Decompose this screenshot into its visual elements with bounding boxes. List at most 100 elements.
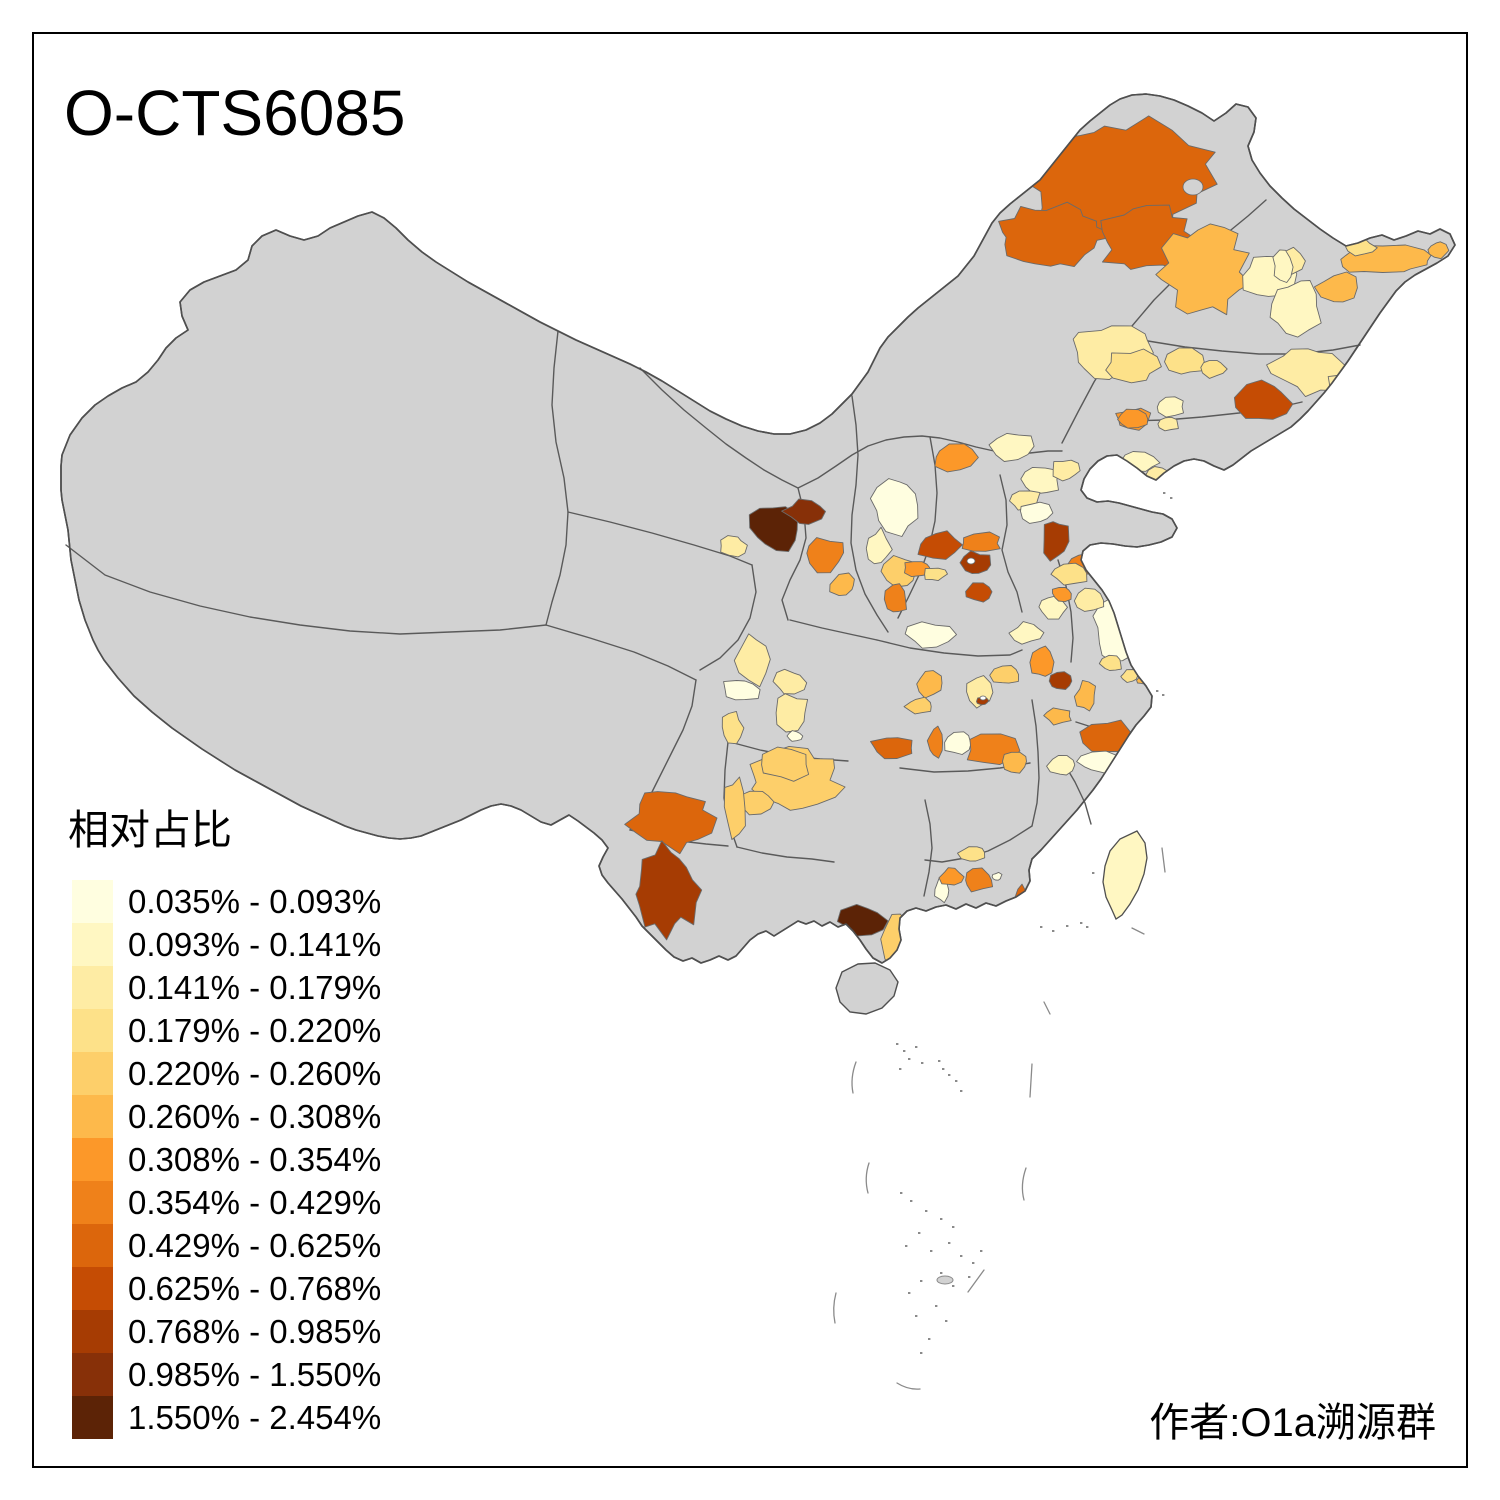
legend-label: 0.354% - 0.429%: [128, 1183, 382, 1221]
prefecture-region: [917, 530, 963, 560]
legend-row: 0.093% - 0.141%: [72, 923, 381, 966]
prefecture-region: [1164, 347, 1206, 375]
legend-swatch: [72, 923, 113, 966]
island-speck: [952, 1226, 955, 1228]
prefecture-region: [1155, 223, 1252, 316]
coastline: [60, 93, 1456, 964]
enclave-hole: [966, 557, 976, 565]
attribution-text: 作者:O1a溯源群: [1149, 1401, 1436, 1445]
island-speck: [925, 1210, 928, 1212]
prefecture-region: [869, 478, 919, 537]
prefecture-region: [1233, 379, 1294, 420]
prefecture-region: [1046, 754, 1076, 776]
island-speck: [1066, 925, 1069, 927]
prefecture-region: [1427, 241, 1450, 260]
island-speck: [952, 1285, 955, 1287]
legend-row: 0.141% - 0.179%: [72, 966, 381, 1009]
prefecture-region: [1073, 587, 1105, 612]
prefecture-region: [1156, 396, 1184, 418]
legend-row: 0.179% - 0.220%: [72, 1009, 381, 1052]
prefecture-region: [1002, 751, 1027, 774]
prefecture-region: [720, 535, 748, 558]
legend-swatch: [72, 1052, 113, 1095]
prefecture-region: [806, 537, 845, 574]
prefecture-region: [989, 665, 1020, 684]
legend-label: 0.093% - 0.141%: [128, 925, 382, 963]
legend-row: 1.550% - 2.454%: [72, 1396, 381, 1439]
legend-swatch: [72, 1224, 113, 1267]
island-speck: [908, 1058, 911, 1060]
prefecture-region: [829, 572, 855, 597]
prefecture-region: [1052, 459, 1081, 482]
legend-row: 0.308% - 0.354%: [72, 1138, 381, 1181]
prefecture-region: [924, 567, 948, 582]
island-speck: [940, 1272, 943, 1274]
island-speck: [948, 1074, 951, 1076]
island-speck: [1040, 926, 1043, 928]
prefecture-region: [883, 583, 907, 613]
prefecture-region: [870, 737, 913, 760]
plot-frame: [32, 32, 1468, 1468]
legend-label: 0.035% - 0.093%: [128, 882, 382, 920]
legend-label: 0.260% - 0.308%: [128, 1097, 382, 1135]
legend-swatch: [72, 1267, 113, 1310]
prefecture-region: [1043, 521, 1070, 562]
legend-swatch: [72, 1310, 113, 1353]
island-speck: [955, 1080, 958, 1082]
island-speck: [920, 1280, 923, 1282]
prefecture-region: [959, 550, 992, 574]
legend-label: 0.429% - 0.625%: [128, 1226, 382, 1264]
taiwan-island: [1102, 830, 1148, 920]
prefecture-region: [1020, 501, 1054, 524]
island-speck: [940, 1218, 943, 1220]
prefecture-region: [934, 443, 979, 473]
island-speck: [948, 1242, 951, 1244]
island-speck: [960, 1090, 963, 1092]
prefecture-region: [1087, 553, 1120, 573]
prefecture-region: [1200, 360, 1228, 379]
prefecture-region: [1051, 586, 1072, 603]
page-title: O-CTS6085: [64, 77, 406, 149]
island-speck: [899, 1068, 902, 1070]
prefecture-region: [772, 668, 808, 695]
island-speck: [1170, 497, 1173, 499]
prefecture-region: [781, 498, 826, 525]
prefecture-region: [635, 840, 703, 941]
enclave-hole: [979, 695, 987, 701]
legend-row: 0.354% - 0.429%: [72, 1181, 381, 1224]
legend-rows: 0.035% - 0.093% 0.093% - 0.141% 0.141% - 0…: [72, 880, 381, 1439]
legend-label: 0.985% - 1.550%: [128, 1355, 382, 1393]
island-speck: [1162, 694, 1165, 696]
island-speck: [972, 1262, 975, 1264]
legend-row: 0.429% - 0.625%: [72, 1224, 381, 1267]
island-speck: [960, 1255, 963, 1257]
legend-swatch: [72, 1095, 113, 1138]
hainan-island: [835, 962, 899, 1015]
enclave-hole: [1182, 178, 1204, 196]
legend-row: 0.260% - 0.308%: [72, 1095, 381, 1138]
legend-row: 0.768% - 0.985%: [72, 1310, 381, 1353]
prefecture-region: [761, 746, 810, 782]
prefecture-region: [1117, 408, 1149, 429]
prefecture-region: [903, 696, 932, 715]
map-legend: 相对占比 0.035% - 0.093% 0.093% - 0.141% 0.141…: [68, 796, 381, 1439]
prefecture-region: [991, 871, 1003, 881]
legend-swatch: [72, 1009, 113, 1052]
legend-title: 相对占比: [68, 807, 232, 853]
island-speck: [918, 1232, 921, 1234]
island-speck: [915, 1046, 918, 1048]
island-speck: [900, 1192, 903, 1194]
prefecture-region: [965, 582, 993, 603]
prefecture-region: [733, 633, 771, 688]
island-speck: [1092, 872, 1095, 874]
legend-row: 0.625% - 0.768%: [72, 1267, 381, 1310]
prefecture-region: [1008, 621, 1045, 645]
prefecture-region: [1272, 249, 1294, 283]
prefecture-region: [965, 867, 994, 893]
prefecture-region: [1157, 416, 1179, 432]
legend-swatch: [72, 1353, 113, 1396]
legend-label: 0.179% - 0.220%: [128, 1011, 382, 1049]
prefecture-region: [1029, 645, 1055, 677]
islet: [936, 1275, 954, 1285]
prefecture-region: [748, 506, 799, 553]
